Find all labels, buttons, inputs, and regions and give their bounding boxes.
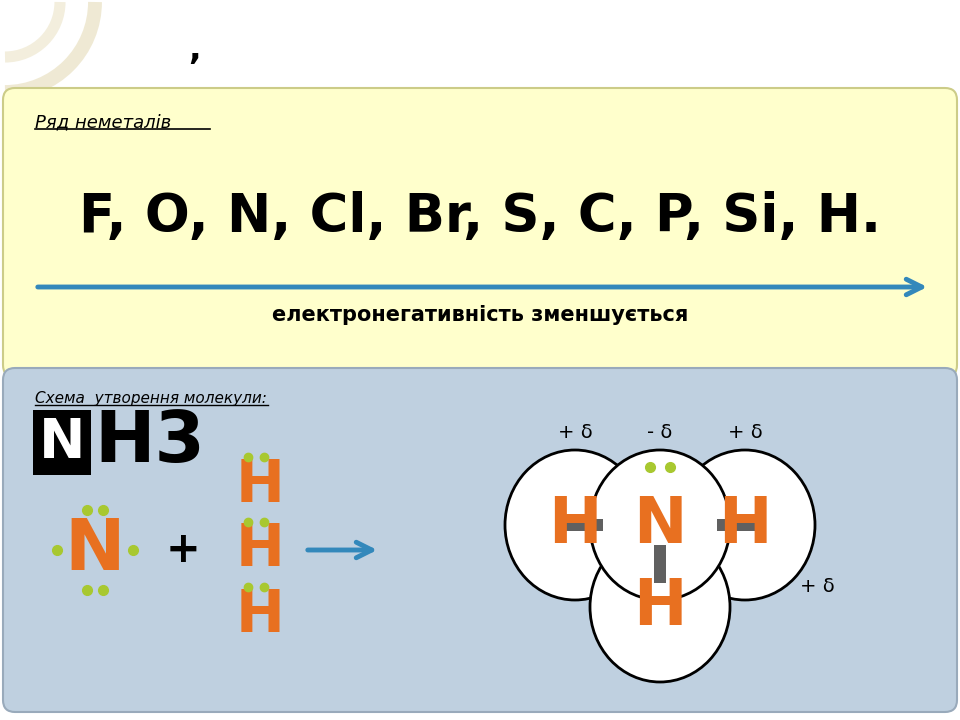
Text: H3: H3 xyxy=(94,408,204,477)
FancyBboxPatch shape xyxy=(563,519,603,531)
Ellipse shape xyxy=(590,532,730,682)
Text: Ряд неметалів: Ряд неметалів xyxy=(35,113,171,131)
FancyBboxPatch shape xyxy=(3,88,957,377)
Text: + δ: + δ xyxy=(728,423,762,441)
Text: електронегативність зменшується: електронегативність зменшується xyxy=(272,305,688,325)
Text: N: N xyxy=(634,494,686,556)
Ellipse shape xyxy=(505,450,645,600)
Text: + δ: + δ xyxy=(558,423,592,441)
Text: H: H xyxy=(718,494,772,556)
Text: Схема  утворення молекули:: Схема утворення молекули: xyxy=(35,390,267,405)
Text: +: + xyxy=(166,529,201,571)
Text: + δ: + δ xyxy=(800,577,835,596)
Text: H: H xyxy=(235,587,284,644)
Text: N: N xyxy=(64,516,125,585)
FancyBboxPatch shape xyxy=(3,368,957,712)
Text: H: H xyxy=(634,576,686,638)
FancyBboxPatch shape xyxy=(33,410,91,475)
Text: H: H xyxy=(235,521,284,578)
Text: - δ: - δ xyxy=(647,423,673,441)
Text: H: H xyxy=(235,456,284,513)
Text: H: H xyxy=(548,494,602,556)
Text: N: N xyxy=(38,415,85,469)
FancyBboxPatch shape xyxy=(654,545,666,583)
Ellipse shape xyxy=(590,450,730,600)
FancyBboxPatch shape xyxy=(717,519,757,531)
Ellipse shape xyxy=(675,450,815,600)
Text: F, O, N, Cl, Br, S, C, P, Si, H.: F, O, N, Cl, Br, S, C, P, Si, H. xyxy=(79,192,881,243)
Text: ,: , xyxy=(189,34,202,66)
